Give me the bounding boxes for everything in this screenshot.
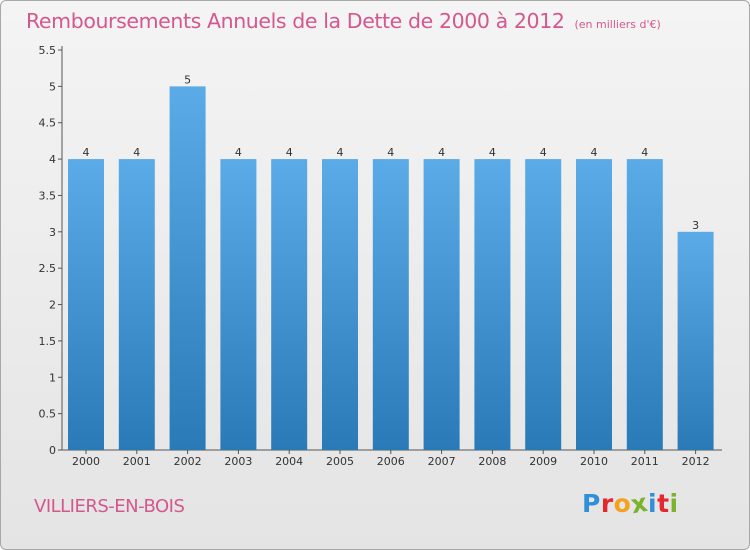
y-tick-label: 5.5 [39,44,57,57]
bar-2007 [423,159,460,450]
x-tick-label: 2010 [580,455,608,468]
logo-letter: t [657,489,670,518]
logo-letter: i [648,489,658,518]
logo-letter: i [669,489,679,518]
data-label: 4 [591,146,598,159]
x-tick-label: 2008 [478,455,506,468]
data-label: 4 [337,146,344,159]
x-tick-label: 2011 [631,455,659,468]
bars [68,86,714,450]
data-label: 4 [540,146,547,159]
logo-letter: o [613,489,632,518]
x-tick-label: 2007 [428,455,456,468]
x-tick-label: 2005 [326,455,354,468]
data-label: 4 [438,146,445,159]
data-label: 5 [184,73,191,86]
data-label: 4 [235,146,242,159]
bar-2011 [626,159,663,450]
x-tick-label: 2004 [275,455,303,468]
bar-2005 [322,159,358,450]
data-labels: 4 4 5 4 4 4 4 4 4 4 4 4 3 [83,73,700,231]
chart-subtitle: (en milliers d'€) [574,18,661,31]
x-tick-label: 2000 [72,455,100,468]
y-tick-label: 5 [49,80,56,93]
x-tick-label: 2009 [529,455,557,468]
commune-name: VILLIERS-EN-BOIS [34,496,185,517]
y-tick-label: 3.5 [39,189,57,202]
x-tick-label: 2012 [682,455,710,468]
x-tick-label: 2006 [377,455,405,468]
bar-2003 [220,159,257,450]
bar-2000 [68,159,104,450]
bar-2004 [271,159,308,450]
bar-2010 [576,159,612,450]
y-tick-label: 3 [49,226,56,239]
data-label: 3 [692,219,699,232]
data-label: 4 [641,146,648,159]
data-label: 4 [286,146,293,159]
y-tick-label: 0 [49,444,56,457]
bar-2009 [525,159,562,450]
chart-title: Remboursements Annuels de la Dette de 20… [26,9,565,33]
y-tick-label: 0.5 [39,408,57,421]
x-tick-label: 2003 [224,455,252,468]
data-label: 4 [83,146,90,159]
y-tick-label: 4 [49,153,56,166]
proxiti-logo: Proxiti [582,488,679,519]
y-tick-label: 1 [49,371,56,384]
chart-header: Remboursements Annuels de la Dette de 20… [26,9,661,33]
x-tick-label: 2001 [123,455,151,468]
data-label: 4 [489,146,496,159]
y-tick-label: 2 [49,299,56,312]
data-label: 4 [387,146,394,159]
y-tick-label: 1.5 [39,335,57,348]
bar-2006 [372,159,409,450]
bar-2008 [474,159,511,450]
logo-letter: P [582,489,601,518]
y-tick-label: 2.5 [39,262,57,275]
bar-2002 [169,86,206,450]
y-tick-label: 4.5 [39,117,57,130]
bar-2001 [118,159,155,450]
bar-2012 [677,231,714,450]
data-label: 4 [133,146,140,159]
x-tick-label: 2002 [174,455,202,468]
logo-letter: r [600,489,614,518]
